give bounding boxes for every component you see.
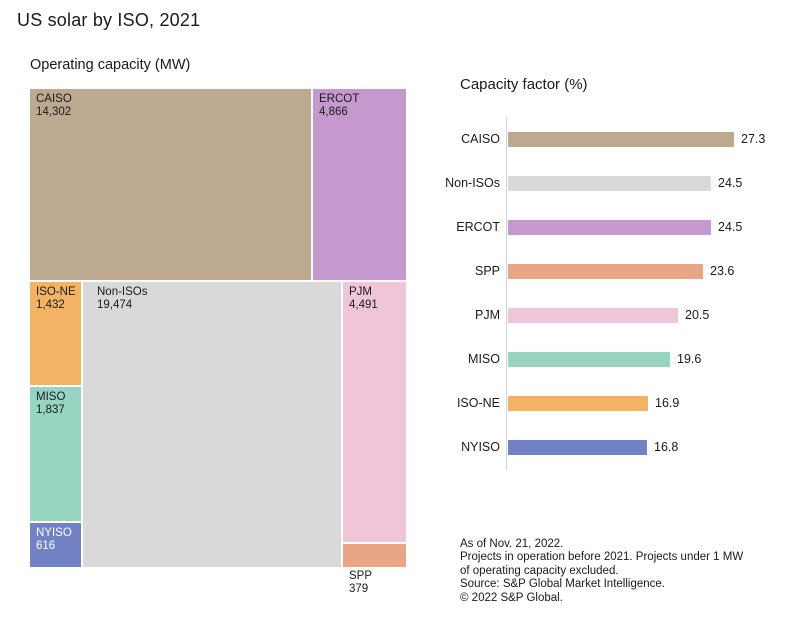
treemap-cell-value: 19,474 [97,299,133,311]
bar [508,307,678,323]
treemap-cell-spp [343,544,406,567]
treemap-cell-pjm: PJM 4,491 [343,282,406,542]
bar-value: 19.6 [677,352,702,366]
bar-row-iso-ne: ISO-NE 16.9 [430,381,800,425]
treemap-cell-value: 4,491 [349,299,378,311]
treemap-cell-label: Non-ISOs [97,286,148,298]
treemap-title: Operating capacity (MW) [30,57,191,73]
bar-value: 20.5 [685,308,710,322]
bar-row-non-isos: Non-ISOs 24.5 [430,161,800,205]
bar-label: NYISO [461,440,500,454]
bar-value: 27.3 [741,132,766,146]
bar-value: 24.5 [718,220,743,234]
treemap-cell-value: 379 [349,583,369,595]
bar-label: CAISO [461,132,500,146]
page-title: US solar by ISO, 2021 [17,10,201,30]
treemap-cell-miso: MISO 1,837 [30,387,81,521]
treemap-operating-capacity: CAISO 14,302 ERCOT 4,866 ISO-NE 1,432 MI… [30,89,406,567]
treemap-cell-non-isos: Non-ISOs 19,474 [83,282,341,567]
bar-value: 24.5 [718,176,743,190]
bar-label: Non-ISOs [445,176,500,190]
treemap-cell-value: 616 [36,540,56,552]
treemap-cell-ercot: ERCOT 4,866 [313,89,406,280]
bar-value: 23.6 [710,264,735,278]
footnote-line: © 2022 S&P Global. [460,591,563,604]
bar-chart-capacity-factor: CAISO 27.3 Non-ISOs 24.5 ERCOT 24.5 SPP … [430,117,800,469]
bar-value: 16.8 [654,440,679,454]
bar-label: MISO [468,352,500,366]
treemap-cell-value: 14,302 [36,106,72,118]
footnote-line: As of Nov. 21, 2022. [460,538,564,550]
treemap-cell-label: ERCOT [319,93,360,105]
footnote-line: of operating capacity excluded. [460,564,619,577]
bar-row-ercot: ERCOT 24.5 [430,205,800,249]
treemap-cell-label: ISO-NE [36,286,76,298]
treemap-cell-label: CAISO [36,93,72,105]
footnote-line: Projects in operation before 2021. Proje… [460,551,744,564]
bar-label: ERCOT [456,220,500,234]
bar-value: 16.9 [655,396,680,410]
treemap-cell-label: NYISO [36,527,72,539]
treemap-cell-nyiso: NYISO 616 [30,523,81,567]
bar-row-pjm: PJM 20.5 [430,293,800,337]
bar [508,263,703,279]
bar-label: ISO-NE [456,396,500,410]
bar-row-caiso: CAISO 27.3 [430,117,800,161]
bar [508,175,711,191]
treemap-cell-label: PJM [349,286,372,298]
treemap-cell-caiso: CAISO 14,302 [30,89,311,280]
bar-row-spp: SPP 23.6 [430,249,800,293]
treemap-cell-spp-label: SPP 379 [349,570,372,596]
bar [508,219,711,235]
treemap-cell-iso-ne: ISO-NE 1,432 [30,282,81,385]
treemap-cell-label: SPP [349,570,373,582]
bar [508,351,670,367]
footnote-line: Source: S&P Global Market Intelligence. [460,578,665,591]
bar-row-miso: MISO 19.6 [430,337,800,381]
bar-label: PJM [475,308,500,322]
treemap-cell-label: MISO [36,391,66,403]
bar [508,395,648,411]
y-axis-line [506,117,507,470]
bar [508,439,647,455]
bar [508,131,734,147]
treemap-cell-value: 1,432 [36,299,65,311]
treemap-cell-value: 1,837 [36,404,65,416]
footnotes: As of Nov. 21, 2022. Projects in operati… [460,538,743,605]
bar-row-nyiso: NYISO 16.8 [430,425,800,469]
bar-chart-title: Capacity factor (%) [460,76,588,93]
treemap-cell-value: 4,866 [319,106,348,118]
bar-label: SPP [474,264,500,278]
